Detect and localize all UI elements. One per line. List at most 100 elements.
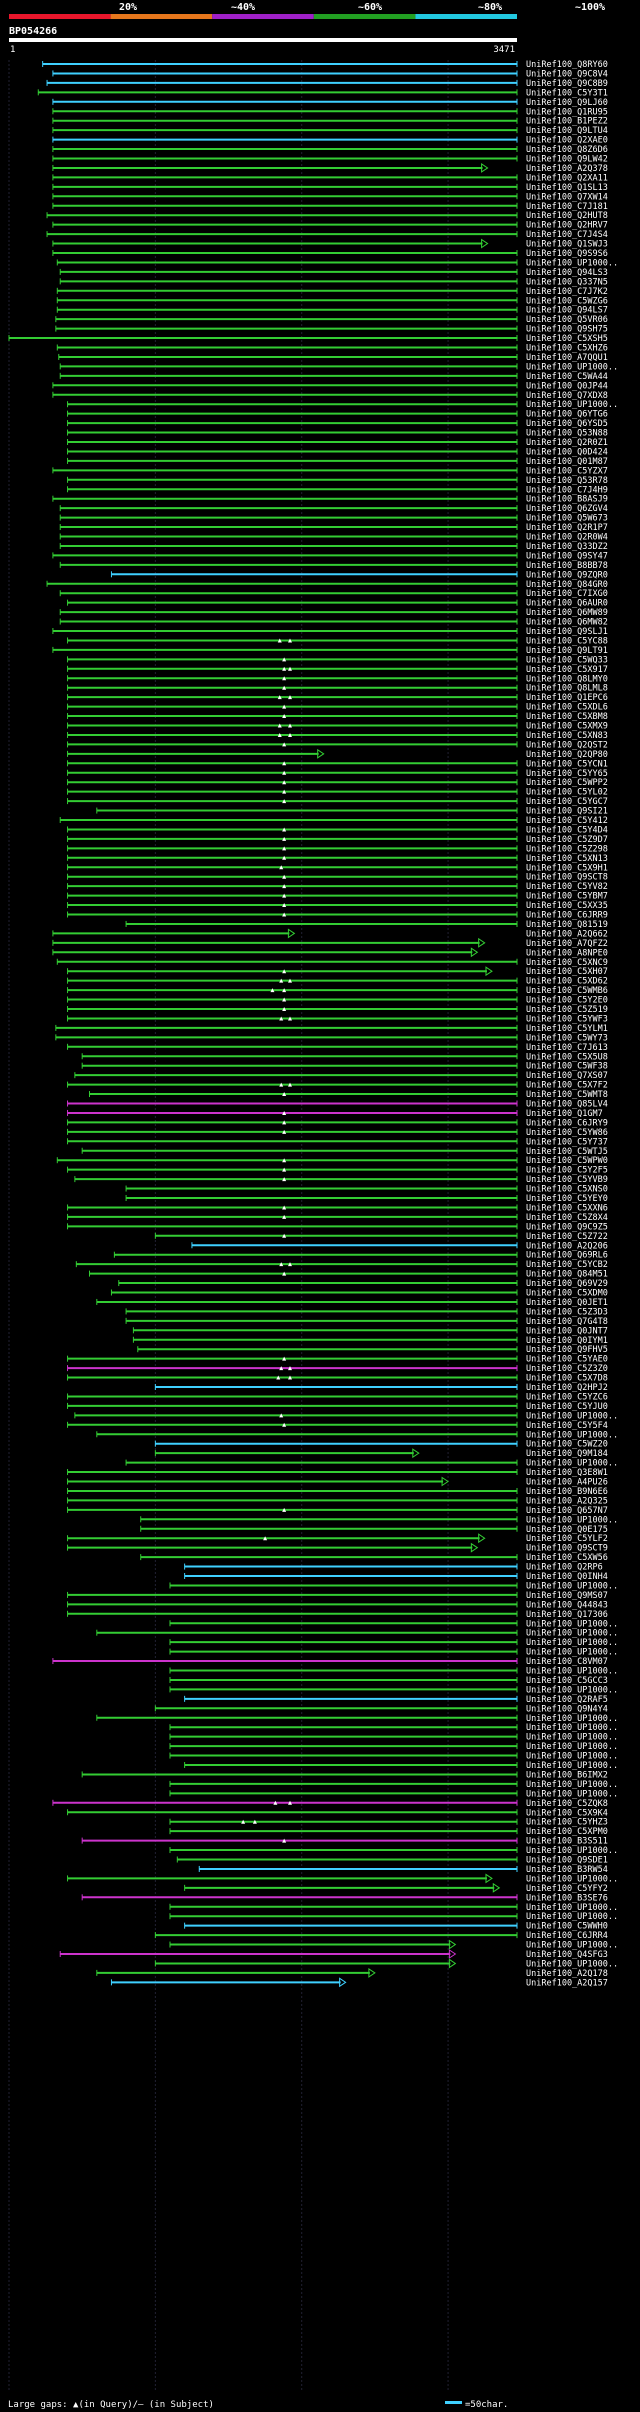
hit-label[interactable]: UniRef100_UP1000.. [526,1941,618,1951]
hit-row[interactable]: UniRef100_C5XMX9 [67,722,608,732]
hit-row[interactable]: UniRef100_UP1000.. [169,1723,618,1733]
hit-row[interactable]: UniRef100_UP1000.. [67,400,619,410]
hit-label[interactable]: UniRef100_C5XDL6 [526,703,608,713]
hit-label[interactable]: UniRef100_UP1000.. [526,400,618,410]
hit-row[interactable]: UniRef100_Q2RAF5 [184,1695,608,1705]
hit-row[interactable]: UniRef100_C5YEY0 [125,1194,608,1204]
hit-row[interactable]: UniRef100_UP1000.. [125,1459,618,1469]
hit-label[interactable]: UniRef100_C5YW86 [526,1128,608,1138]
hit-label[interactable]: UniRef100_C5Y3T1 [526,88,608,98]
hit-label[interactable]: UniRef100_B8ASJ9 [526,495,608,505]
hit-row[interactable]: UniRef100_C5WPP2 [67,778,608,788]
hit-label[interactable]: UniRef100_Q2RP6 [526,1563,603,1573]
hit-row[interactable]: UniRef100_Q9SCT8 [67,873,608,883]
hit-row[interactable]: UniRef100_Q6MW89 [59,608,608,618]
hit-label[interactable]: UniRef100_Q84GR0 [526,580,608,590]
hit-label[interactable]: UniRef100_UP1000.. [526,362,618,372]
hit-label[interactable]: UniRef100_UP1000.. [526,258,618,268]
hit-label[interactable]: UniRef100_C5Z3D3 [526,1307,608,1317]
hit-label[interactable]: UniRef100_C5WY73 [526,1033,608,1043]
hit-label[interactable]: UniRef100_C5YEY0 [526,1194,608,1204]
hit-label[interactable]: UniRef100_C5X917 [526,665,608,675]
hit-label[interactable]: UniRef100_Q7XS07 [526,1071,608,1081]
hit-row[interactable]: UniRef100_C5YZC6 [67,1392,608,1402]
hit-row[interactable]: UniRef100_Q9LTU4 [52,126,608,136]
hit-row[interactable]: UniRef100_C5Y412 [59,816,608,826]
hit-row[interactable]: UniRef100_Q9SDE1 [176,1856,608,1866]
hit-row[interactable]: UniRef100_UP1000.. [169,1789,618,1799]
hit-label[interactable]: UniRef100_C7J4H9 [526,485,608,495]
hit-row[interactable]: UniRef100_Q9MS07 [67,1591,608,1601]
hit-row[interactable]: UniRef100_Q9SH75 [55,325,608,335]
hit-row[interactable]: UniRef100_Q9C8B9 [46,79,608,89]
hit-label[interactable]: UniRef100_Q69RL6 [526,1251,608,1261]
hit-label[interactable]: UniRef100_C5YLF2 [526,1534,608,1544]
hit-row[interactable]: UniRef100_Q6ZGV4 [59,504,608,514]
hit-row[interactable]: UniRef100_Q2R0Z1 [67,438,608,448]
hit-label[interactable]: UniRef100_Q337N5 [526,277,608,287]
hit-label[interactable]: UniRef100_C5YV82 [526,882,608,892]
hit-row[interactable]: UniRef100_C5Y2F5 [67,1166,608,1176]
hit-label[interactable]: UniRef100_Q8LML8 [526,684,608,694]
hit-row[interactable]: UniRef100_C7J613 [67,1043,608,1053]
hit-label[interactable]: UniRef100_C5XN83 [526,731,608,741]
hit-row[interactable]: UniRef100_Q0JP44 [52,381,608,391]
hit-row[interactable]: UniRef100_Q8Z6D6 [52,145,608,155]
hit-label[interactable]: UniRef100_UP1000.. [526,1667,618,1677]
hit-label[interactable]: UniRef100_Q2QST2 [526,740,608,750]
hit-row[interactable]: UniRef100_Q0D424 [67,447,608,457]
hit-row[interactable]: UniRef100_Q9S9S6 [52,249,608,259]
hit-row[interactable]: UniRef100_Q9ZQR0 [110,570,608,580]
hit-label[interactable]: UniRef100_UP1000.. [526,1733,618,1743]
hit-row[interactable]: UniRef100_Q2R1P7 [59,523,608,533]
hit-row[interactable]: UniRef100_C5X9H1 [67,863,608,873]
hit-label[interactable]: UniRef100_Q8RY60 [526,60,608,70]
hit-row[interactable]: UniRef100_Q9LJ60 [52,98,608,108]
hit-row[interactable]: UniRef100_C5XNC9 [56,958,608,968]
hit-label[interactable]: UniRef100_C5YFY2 [526,1884,608,1894]
hit-row[interactable]: UniRef100_C6JRR9 [67,911,608,921]
hit-label[interactable]: UniRef100_Q7XDX8 [526,391,608,401]
hit-label[interactable]: UniRef100_UP1000.. [526,1685,618,1695]
hit-label[interactable]: UniRef100_C5WMB6 [526,986,608,996]
hit-row[interactable]: UniRef100_C5XNS0 [125,1185,608,1195]
hit-row[interactable]: UniRef100_C5Z3Z0 [67,1364,608,1374]
hit-label[interactable]: UniRef100_Q81519 [526,920,608,930]
hit-label[interactable]: UniRef100_C8VM07 [526,1657,608,1667]
hit-label[interactable]: UniRef100_C5YY65 [526,769,608,779]
hit-row[interactable]: UniRef100_C5XHZ6 [56,344,608,354]
hit-row[interactable]: UniRef100_Q2XAE0 [52,136,608,146]
hit-label[interactable]: UniRef100_UP1000.. [526,1761,618,1771]
hit-label[interactable]: UniRef100_C5YWF3 [526,1014,608,1024]
hit-label[interactable]: UniRef100_A7QQU1 [526,353,608,363]
hit-row[interactable]: UniRef100_C5ZQK8 [52,1799,608,1809]
hit-label[interactable]: UniRef100_C5XBM8 [526,712,608,722]
hit-row[interactable]: UniRef100_UP1000.. [154,1958,618,1969]
hit-row[interactable]: UniRef100_C5Y737 [67,1137,608,1147]
hit-row[interactable]: UniRef100_C5GCC3 [169,1676,608,1686]
hit-label[interactable]: UniRef100_Q9M184 [526,1449,608,1459]
hit-label[interactable]: UniRef100_Q9C8V4 [526,69,608,79]
hit-label[interactable]: UniRef100_Q2R0Z1 [526,438,608,448]
hit-label[interactable]: UniRef100_C5XNS0 [526,1185,608,1195]
hit-label[interactable]: UniRef100_UP1000.. [526,1629,618,1639]
hit-label[interactable]: UniRef100_UP1000.. [526,1874,618,1884]
hit-label[interactable]: UniRef100_C5XX35 [526,901,608,911]
hit-label[interactable]: UniRef100_C5XSH5 [526,334,608,344]
hit-label[interactable]: UniRef100_C5WPW0 [526,1156,608,1166]
hit-label[interactable]: UniRef100_Q3E8W1 [526,1468,608,1478]
hit-row[interactable]: UniRef100_C7J4S4 [46,230,608,240]
hit-label[interactable]: UniRef100_C5GCC3 [526,1676,608,1686]
hit-row[interactable]: UniRef100_C5X9K4 [67,1808,608,1818]
hit-label[interactable]: UniRef100_Q94LS7 [526,306,608,316]
hit-row[interactable]: UniRef100_Q2R0W4 [59,533,608,543]
hit-label[interactable]: UniRef100_UP1000.. [526,1638,618,1648]
hit-row[interactable]: UniRef100_C5YFY2 [184,1882,608,1894]
hit-label[interactable]: UniRef100_Q1SWJ3 [526,240,608,250]
hit-row[interactable]: UniRef100_Q2HPJ2 [154,1383,608,1393]
hit-label[interactable]: UniRef100_B1PEZ2 [526,117,608,127]
hit-label[interactable]: UniRef100_Q9SCT9 [526,1544,608,1554]
hit-label[interactable]: UniRef100_C5YBM7 [526,892,608,902]
hit-label[interactable]: UniRef100_Q2HPJ2 [526,1383,608,1393]
hit-row[interactable]: UniRef100_C5YHZ3 [169,1818,608,1828]
